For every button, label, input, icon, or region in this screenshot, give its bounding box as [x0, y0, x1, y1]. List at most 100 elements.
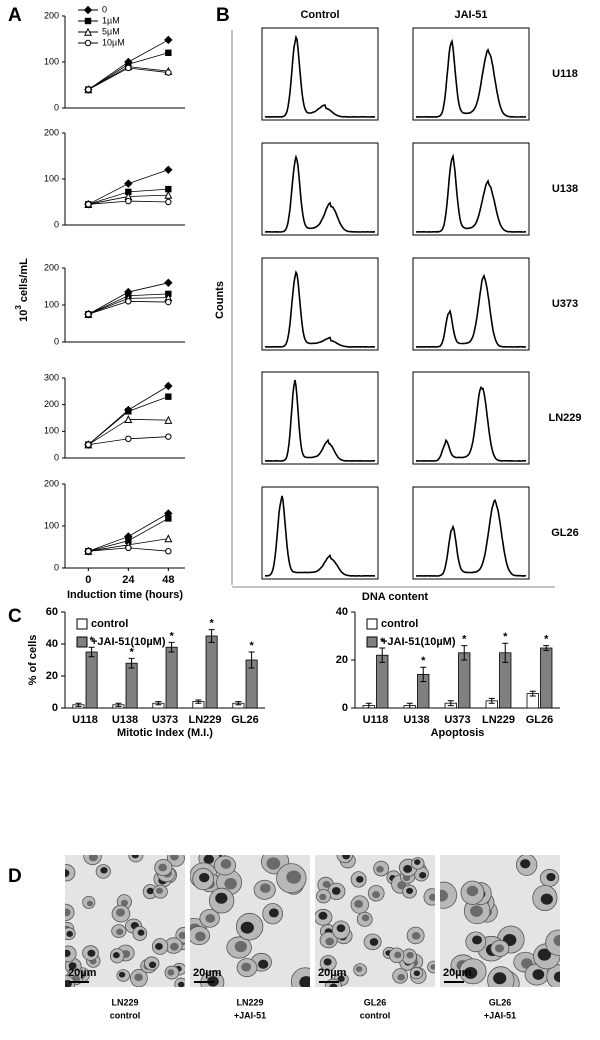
nucleus	[470, 905, 483, 917]
y-tick-label: 100	[44, 520, 59, 530]
legend-swatch	[76, 636, 88, 648]
marker	[84, 17, 92, 25]
nucleus	[137, 929, 145, 936]
y-tick-label: 0	[54, 219, 59, 229]
histogram	[415, 153, 526, 233]
nucleus	[428, 893, 435, 901]
histogram	[264, 270, 375, 348]
error-bar	[379, 647, 386, 663]
error-bar	[502, 642, 509, 663]
nucleus	[116, 908, 125, 917]
legend-label: 5µM	[102, 26, 120, 36]
marker	[124, 179, 133, 188]
panel-label: A	[8, 5, 22, 26]
bar	[85, 651, 98, 709]
x-tick-label: GL26	[231, 714, 259, 726]
x-axis-label: Apoptosis	[431, 727, 485, 739]
nucleus	[220, 859, 232, 869]
y-tick-label: 200	[44, 478, 59, 488]
caption-line: LN229	[236, 997, 263, 1007]
bar	[205, 635, 218, 709]
nucleus	[356, 876, 364, 883]
nucleus	[553, 971, 560, 983]
nucleus	[372, 891, 381, 899]
marker	[125, 408, 132, 415]
nucleus	[540, 893, 553, 905]
error-bar	[195, 699, 202, 704]
row-label: LN229	[548, 412, 581, 424]
row-label: U138	[552, 183, 578, 195]
nucleus	[65, 908, 71, 917]
nucleus	[354, 900, 364, 908]
marker	[165, 515, 172, 522]
nucleus	[66, 930, 74, 937]
nucleus	[319, 893, 327, 901]
nucleus	[463, 966, 478, 979]
nucleus	[224, 878, 237, 890]
significance-marker: *	[129, 646, 134, 658]
nucleus	[100, 867, 108, 874]
nucleus	[170, 942, 179, 951]
nucleus	[148, 961, 157, 969]
marker	[165, 548, 172, 555]
bar	[376, 654, 389, 709]
nucleus	[199, 872, 210, 883]
micrograph	[440, 855, 560, 987]
marker	[125, 544, 132, 552]
bar	[165, 646, 178, 709]
nucleus	[430, 964, 435, 970]
error-bar	[155, 701, 162, 706]
caption-line: GL26	[364, 997, 387, 1007]
ylabel-unit: cells/mL	[18, 258, 30, 302]
marker	[165, 69, 172, 76]
nucleus	[361, 914, 370, 922]
x-tick-label: GL26	[526, 714, 554, 726]
y-tick-label: 0	[54, 336, 59, 346]
nucleus	[299, 976, 310, 987]
error-bar	[461, 645, 468, 661]
histogram	[415, 273, 527, 348]
nucleus	[376, 865, 384, 873]
nucleus	[325, 937, 335, 946]
y-tick-label: 200	[44, 262, 59, 272]
nucleus	[116, 928, 124, 936]
significance-marker: *	[169, 630, 174, 642]
nucleus	[203, 855, 214, 864]
error-bar	[447, 700, 454, 707]
x-tick-label: LN229	[188, 714, 221, 726]
nucleus	[532, 969, 545, 980]
histogram	[265, 495, 376, 577]
y-tick-label: 100	[44, 426, 59, 436]
nucleus	[520, 859, 531, 869]
nucleus	[87, 949, 96, 957]
histogram-frame	[412, 257, 530, 351]
nucleus	[322, 880, 331, 888]
caption-line: +JAI-51	[234, 1010, 266, 1020]
histogram-frame	[261, 142, 379, 236]
nucleus	[158, 863, 167, 872]
marker	[83, 27, 93, 36]
marker	[165, 393, 172, 400]
marker	[84, 39, 92, 47]
nucleus	[266, 857, 281, 870]
error-bar	[115, 702, 122, 707]
y-tick-label: 0	[54, 102, 59, 112]
y-tick-label: 100	[44, 299, 59, 309]
bar	[540, 647, 553, 709]
y-tick-label: 40	[336, 606, 348, 618]
nucleus	[342, 855, 351, 860]
legend-label: +JAI-51(10µM)	[91, 636, 166, 648]
nucleus	[241, 962, 252, 972]
y-axis-label: 103 cells/mL	[14, 258, 30, 322]
nucleus	[234, 940, 247, 953]
y-tick-label: 0	[54, 452, 59, 462]
micrograph	[65, 855, 185, 987]
marker	[85, 201, 92, 208]
nucleus	[170, 855, 179, 861]
y-tick-label: 0	[54, 562, 59, 572]
nucleus	[146, 887, 154, 895]
nucleus	[336, 924, 346, 933]
nucleus	[546, 872, 556, 882]
cell	[65, 864, 76, 882]
x-axis-label: Mitotic Index (M.I.)	[117, 727, 213, 739]
